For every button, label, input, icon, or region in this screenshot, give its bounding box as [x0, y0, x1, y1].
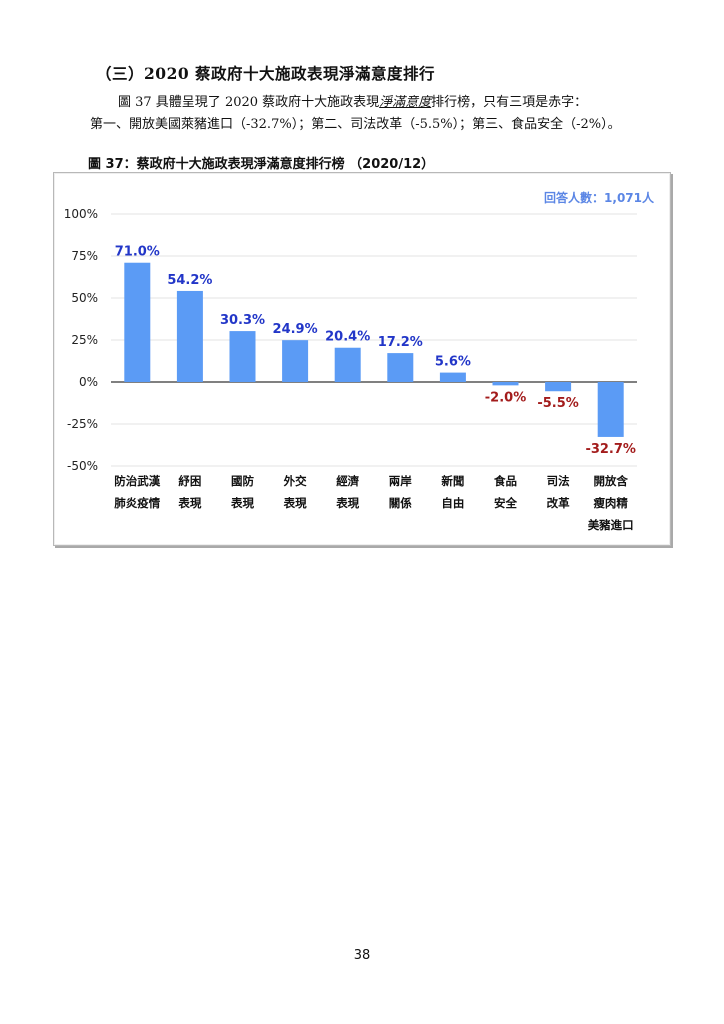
bar [439, 372, 466, 382]
paragraph-text-b: 排行榜，只有三項是赤字： [431, 95, 588, 110]
value-label: 20.4% [325, 330, 370, 345]
figure-caption: 圖 37：蔡政府十大施政表現淨滿意度排行榜 （2020/12） [88, 157, 435, 172]
bar [176, 290, 203, 382]
category-label: 防治武漢 [114, 474, 160, 488]
category-label: 新聞 [441, 474, 464, 488]
y-tick-label: -25% [67, 417, 98, 431]
bar [545, 382, 572, 392]
bar [492, 382, 519, 386]
category-label: 表現 [283, 496, 307, 510]
category-label: 自由 [441, 496, 464, 510]
value-labels: 71.0%54.2%30.3%24.9%20.4% 17.2%5.6%-2.0% -… [115, 245, 636, 457]
respondents-count: 回答人數：1,071人 [544, 190, 655, 205]
value-label: 17.2% [378, 335, 423, 350]
category-label: 安全 [494, 496, 517, 510]
category-label: 改革 [547, 496, 570, 510]
bar [282, 340, 309, 382]
value-label: -2.0% [485, 390, 526, 405]
bars [124, 262, 624, 437]
value-label: -5.5% [537, 396, 578, 411]
value-label: 24.9% [273, 322, 318, 337]
category-label: 關係 [389, 496, 412, 510]
y-tick-label: -50% [67, 459, 98, 473]
y-tick-label: 0% [79, 375, 98, 389]
category-label: 表現 [177, 496, 201, 510]
chart-frame: 100% 75% 50% 25% 0% -25% -50% 71.0% 54.2% 30.3% 2… [53, 172, 671, 546]
paragraph-text-a: 圖 37 具體呈現了 2020 蔡政府十大施政表現 [118, 95, 380, 110]
value-label: 30.3% [220, 313, 265, 328]
y-tick-label: 100% [64, 207, 98, 221]
page-number: 38 [353, 948, 371, 963]
category-label: 國防 [231, 474, 254, 488]
bar [124, 262, 151, 382]
y-tick-label: 50% [71, 291, 98, 305]
category-label: 美豬進口 [588, 518, 634, 532]
y-axis-ticks: 100% 75% 50% 25% 0% -25% -50% [64, 207, 98, 473]
category-label: 食品 [494, 474, 517, 488]
y-tick-label: 25% [71, 333, 98, 347]
paragraph-line-1: 圖 37 具體呈現了 2020 蔡政府十大施政表現淨滿意度排行榜，只有三項是赤字… [90, 92, 650, 114]
category-label: 兩岸 [389, 474, 412, 488]
category-label: 紓困 [178, 474, 201, 488]
value-label: 54.2% [167, 273, 212, 288]
bar [334, 347, 361, 382]
value-label: 5.6% [435, 355, 471, 370]
bar [229, 331, 256, 382]
category-label: 司法 [547, 474, 570, 488]
y-tick-label: 75% [71, 249, 98, 263]
value-label: 71.0% [115, 245, 160, 260]
section-heading: （三）2020 蔡政府十大施政表現淨滿意度排行 [96, 64, 436, 83]
category-label: 外交 [283, 474, 307, 488]
category-label: 表現 [335, 496, 359, 510]
category-label: 經濟 [336, 474, 359, 488]
category-label: 肺炎疫情 [114, 496, 160, 510]
net-satisfaction-term: 淨滿意度 [379, 95, 432, 110]
bar [597, 382, 624, 437]
category-label: 開放含 [593, 474, 628, 488]
category-label: 瘦肉精 [593, 496, 628, 510]
value-label: -32.7% [585, 442, 636, 457]
bar-chart: 100% 75% 50% 25% 0% -25% -50% 71.0% 54.2% 30.3% 2… [64, 190, 655, 532]
paragraph-line-2: 第一、開放美國萊豬進口（-32.7%）；第二、司法改革（-5.5%）；第三、食品… [90, 117, 621, 132]
category-label: 表現 [230, 496, 254, 510]
bar [387, 353, 414, 382]
